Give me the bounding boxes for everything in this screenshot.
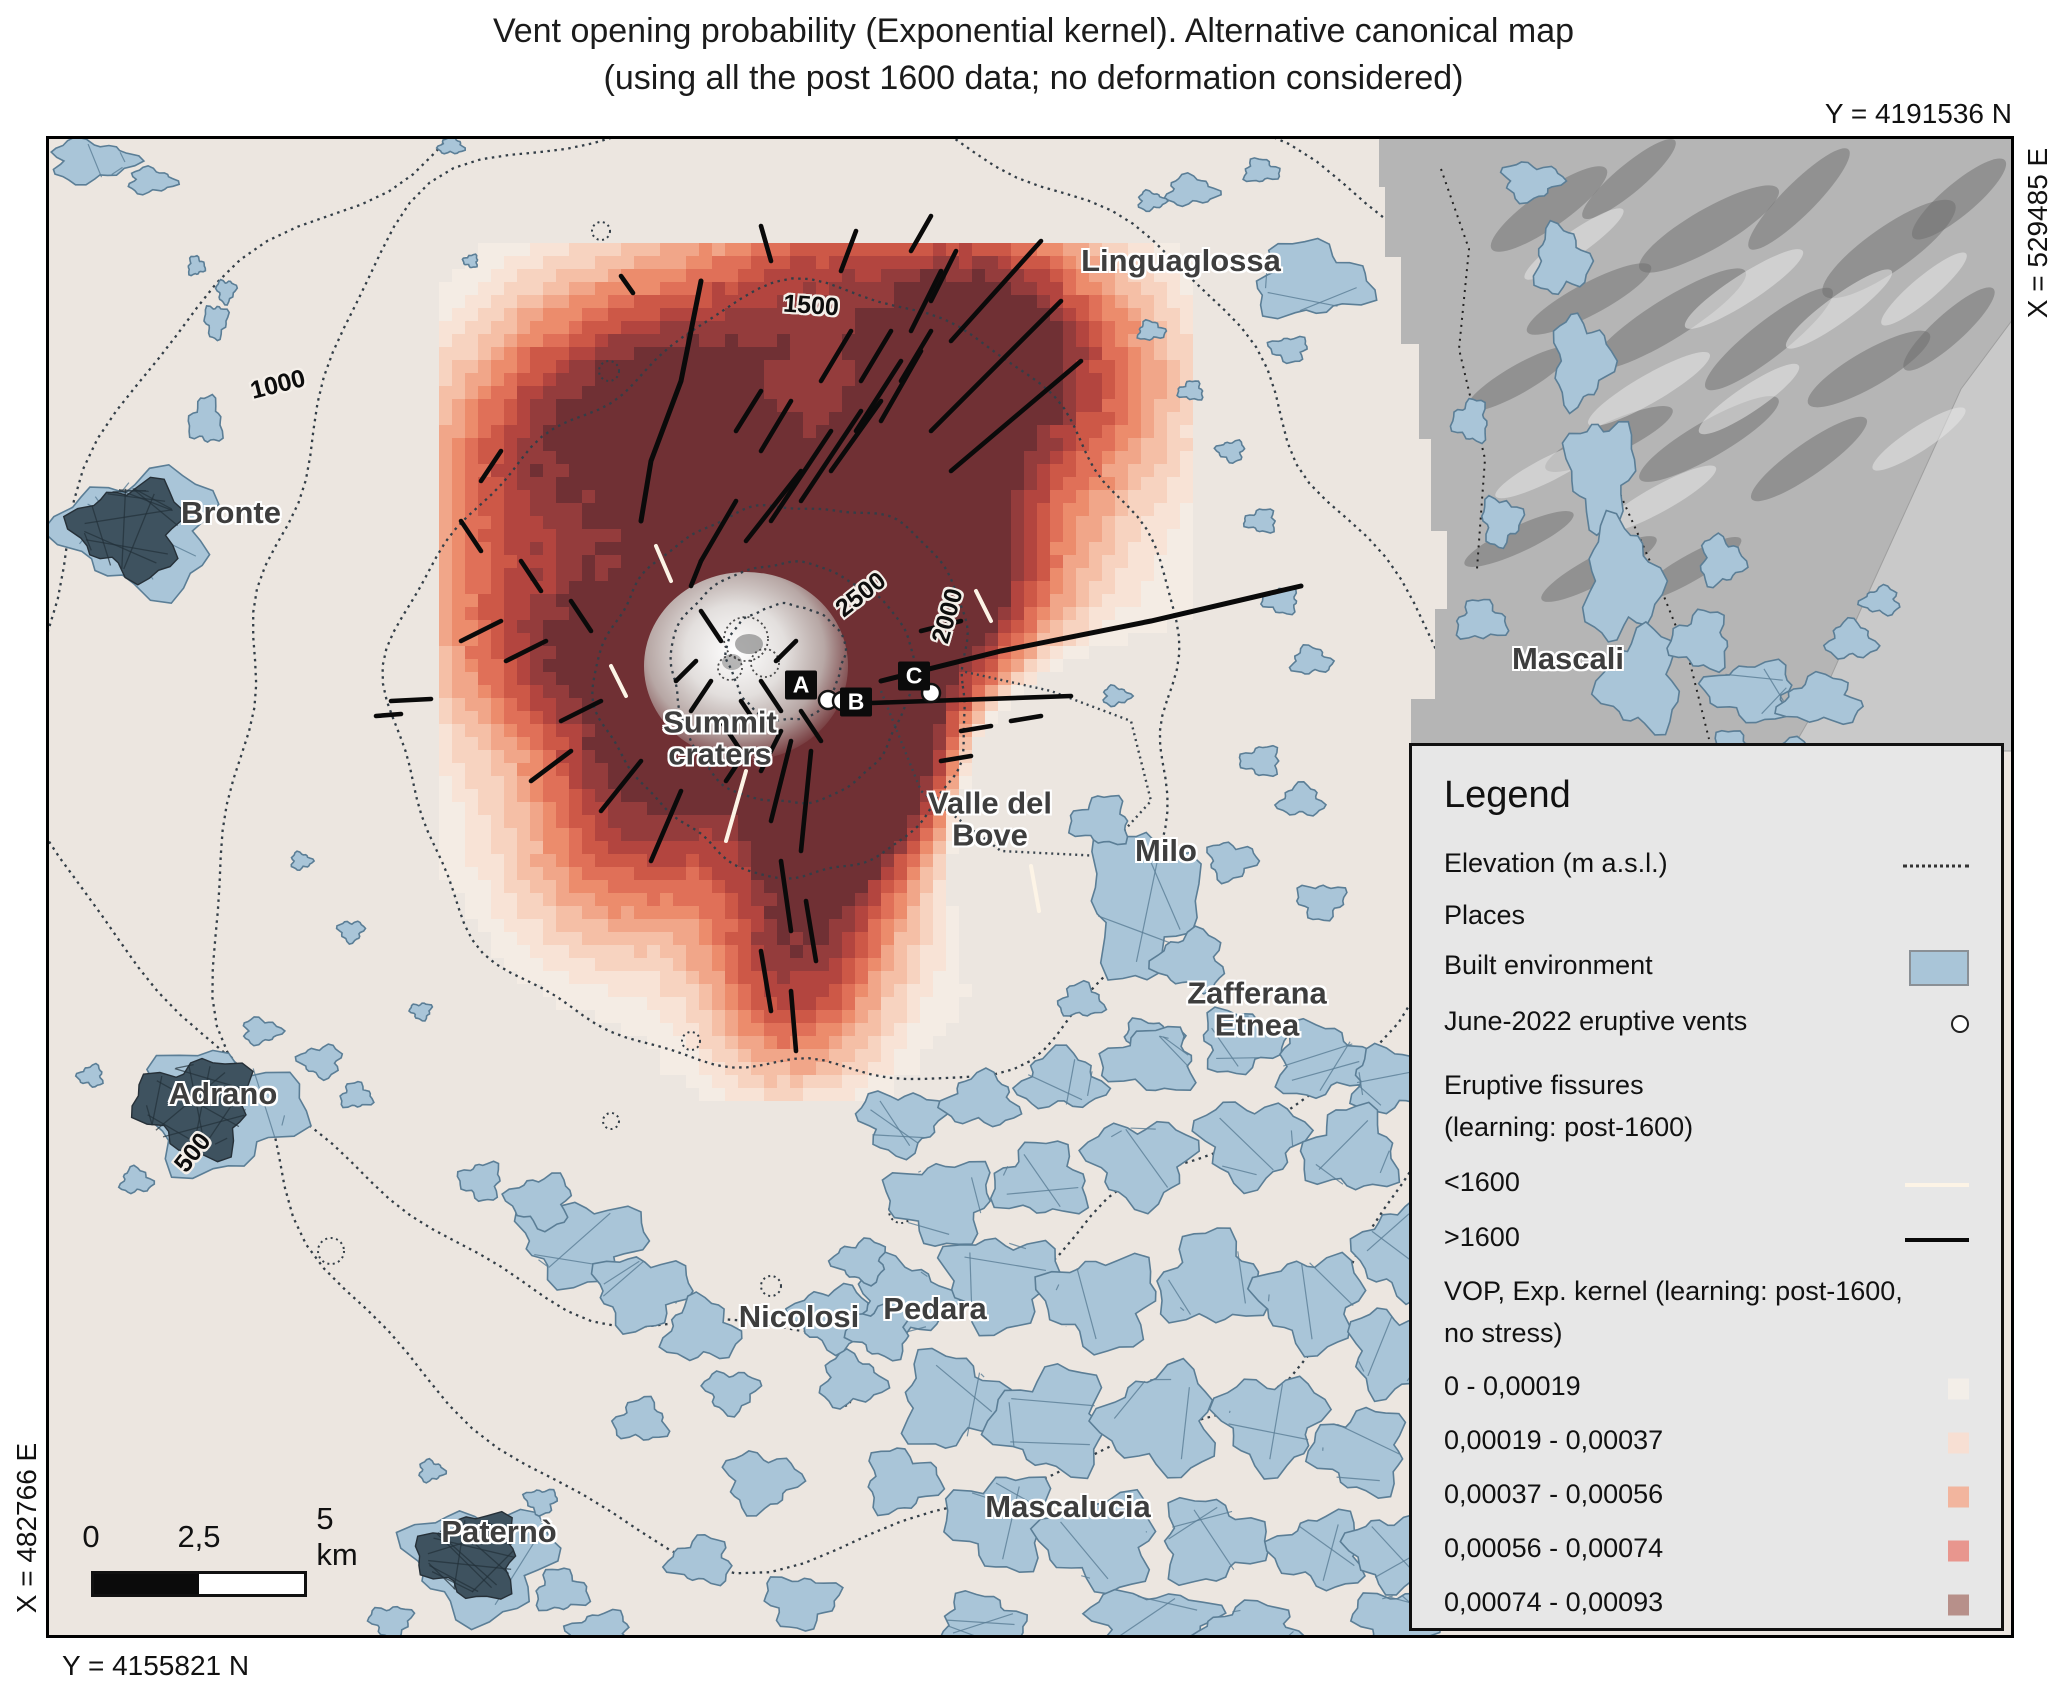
scale-label-2-5: 2,5 [177,1519,221,1554]
legend-row-fissures-header2: (learning: post-1600) [1444,1112,1694,1142]
legend-row-post1600: >1600 [1444,1222,1983,1258]
legend-row-elevation: Elevation (m a.s.l.) [1444,848,1983,884]
marker-a: A [785,670,817,700]
coord-label-north: Y = 4191536 N [1824,98,2012,129]
legend-row-class4: 0,00056 - 0,00074 [1444,1533,1983,1569]
vop-class3-swatch [1948,1486,1969,1508]
coord-label-east: X = 529485 E [2022,147,2053,319]
summit-hillshade [644,572,848,760]
post1600-line-symbol [1905,1238,1969,1242]
vent-circle-symbol [1951,1015,1969,1033]
vop-class2-swatch [1948,1432,1969,1454]
built-environment-swatch [1909,950,1969,986]
vop-class1-swatch [1948,1378,1969,1400]
dotted-line-symbol [1903,864,1969,868]
legend-row-fissures-header1: Eruptive fissures [1444,1070,1644,1100]
legend-row-pre1600: <1600 [1444,1167,1983,1203]
legend-row-class1: 0 - 0,00019 [1444,1371,1983,1407]
coord-label-south: Y = 4155821 N [62,1650,250,1681]
pre1600-line-symbol [1905,1183,1969,1187]
legend-title: Legend [1444,774,1571,816]
coord-label-west: X = 482766 E [11,1442,42,1614]
place-label-zafferana-etnea: Zafferana Etnea [1187,975,1327,1042]
vop-class4-swatch [1948,1540,1969,1562]
scale-label-5km: 5 km [316,1501,358,1572]
map-title-line2: (using all the post 1600 data; no deform… [603,58,1464,97]
legend-row-vents: June-2022 eruptive vents [1444,1006,1983,1042]
map-title-line1: Vent opening probability (Exponential ke… [492,12,1575,50]
map-title: Vent opening probability (Exponential ke… [0,8,2067,102]
legend-row-vop-header2: no stress) [1444,1318,1563,1348]
legend-row-places: Places [1444,900,1526,930]
place-label-linguaglossa: Linguaglossa [1081,243,1281,279]
legend-row-class2: 0,00019 - 0,00037 [1444,1425,1983,1461]
legend-row-class3: 0,00037 - 0,00056 [1444,1479,1983,1515]
place-label-bronte: Bronte [181,495,281,531]
place-label-adrano: Adrano [168,1076,278,1112]
fissures-pre1600-layer [609,544,1041,913]
scale-label-0: 0 [82,1519,100,1554]
map-canvas: Linguaglossa Bronte Mascali Summit crate… [46,136,2014,1638]
fissures-post1600-layer [373,213,1304,1054]
vop-class5-swatch [1948,1594,1969,1616]
place-label-summit-craters: Summit craters [663,704,777,771]
marker-b: B [840,687,872,717]
contour-label-1500: 1500 [782,289,840,322]
place-label-pedara: Pedara [883,1291,987,1327]
legend-row-built: Built environment [1444,950,1983,986]
place-label-milo: Milo [1135,833,1197,869]
scale-bar-graphic [91,1571,307,1597]
legend-row-class5: 0,00074 - 0,00093 [1444,1587,1983,1623]
place-label-paterno: Paternò [441,1514,557,1550]
place-label-valle-del-bove: Valle del Bove [927,785,1053,852]
place-label-mascalucia: Mascalucia [985,1489,1151,1525]
place-label-nicolosi: Nicolosi [738,1299,860,1335]
legend-panel: Legend Elevation (m a.s.l.) Places Built… [1409,743,2004,1631]
legend-row-vop-header1: VOP, Exp. kernel (learning: post-1600, [1444,1276,1903,1306]
built-environment-layer [49,139,1901,1635]
place-label-mascali: Mascali [1511,641,1625,677]
marker-c: C [898,661,930,691]
